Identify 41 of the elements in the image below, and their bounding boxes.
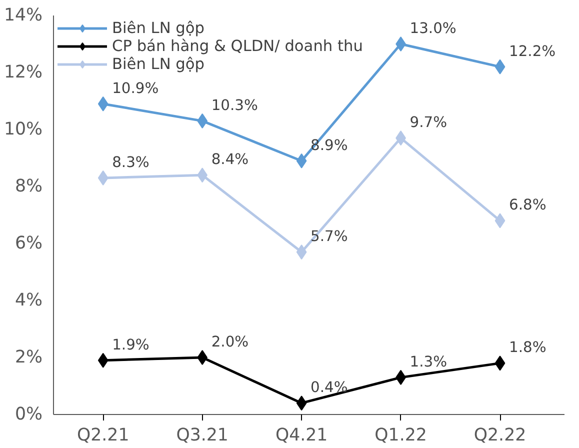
point xyxy=(296,153,307,168)
y-tick-label: 4% xyxy=(15,290,43,310)
data-label: 10.3% xyxy=(211,96,258,114)
data-label: 5.7% xyxy=(310,228,348,246)
y-tick-label: 12% xyxy=(4,62,42,82)
point xyxy=(98,352,108,368)
data-label: 8.3% xyxy=(112,154,150,171)
data-label: 13.0% xyxy=(410,20,456,37)
y-tick-label: 10% xyxy=(4,120,42,140)
point xyxy=(296,396,307,411)
x-tick-label: Q4.21 xyxy=(275,426,328,446)
data-label: 6.8% xyxy=(509,196,546,214)
point xyxy=(98,96,108,112)
point xyxy=(197,350,208,365)
data-label: 9.7% xyxy=(410,114,448,132)
point xyxy=(396,36,406,52)
data-label: 1.8% xyxy=(509,339,546,356)
y-tick-label: 0% xyxy=(15,404,43,424)
data-label: 2.0% xyxy=(211,334,249,350)
data-label: 1.3% xyxy=(410,353,448,370)
data-label: 0.4% xyxy=(310,379,348,396)
y-tick-label: 2% xyxy=(15,348,43,368)
point xyxy=(494,59,506,74)
data-label: 8.4% xyxy=(211,151,249,168)
legend-label: Biên LN gộp xyxy=(112,19,205,37)
data-label: 1.9% xyxy=(112,336,150,354)
point xyxy=(494,356,506,371)
x-tick-label: Q2.22 xyxy=(474,426,526,446)
x-tick-label: Q2.21 xyxy=(77,426,130,446)
x-tick-label: Q3.21 xyxy=(176,426,228,446)
point xyxy=(494,213,506,228)
point xyxy=(98,170,108,186)
data-label: 10.9% xyxy=(112,80,159,97)
legend-label: CP bán hàng & QLDN/ doanh thu xyxy=(112,37,363,55)
x-tick-label: Q1.22 xyxy=(374,426,427,446)
point xyxy=(296,244,307,260)
y-tick-label: 14% xyxy=(4,6,42,26)
y-tick-label: 6% xyxy=(15,234,43,254)
y-tick-label: 8% xyxy=(15,176,43,196)
legend-label: Biên LN gộp xyxy=(112,55,205,73)
data-label: 12.2% xyxy=(509,42,556,60)
